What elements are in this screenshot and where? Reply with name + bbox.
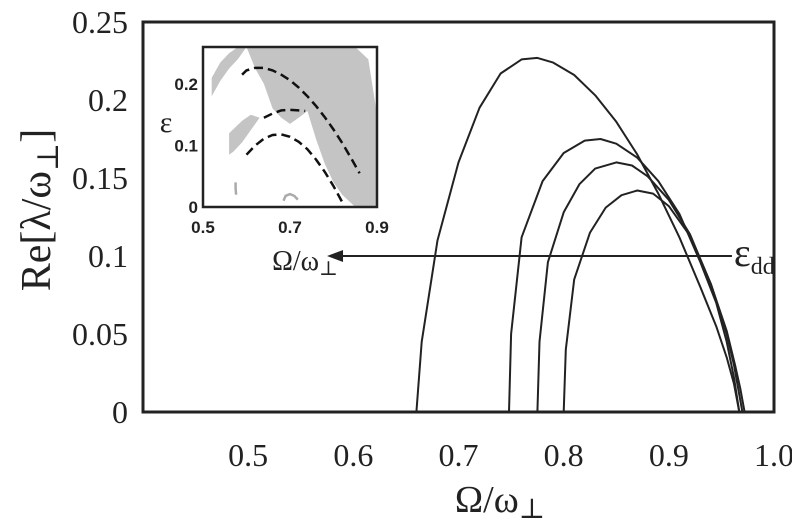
- inset-boundaries: [234, 66, 361, 203]
- inset-y-tick-label: 0: [189, 198, 198, 217]
- inset-region-3: [229, 114, 260, 155]
- inset-y-axis-label: ε: [160, 106, 173, 139]
- main-x-ticks: 0.5 0.6 0.7 0.8 0.9 1.0: [228, 437, 792, 473]
- x-tick-label: 0.9: [649, 437, 689, 473]
- main-annotation: εdd: [327, 230, 775, 280]
- inset-x-tick-label: 0.9: [365, 218, 389, 237]
- inset-light-curve-1: [234, 182, 238, 195]
- inset-dashed-boundary-2: [245, 133, 344, 203]
- y-tick-label: 0.1: [88, 238, 128, 274]
- x-tick-label: 0.7: [439, 437, 479, 473]
- inset-y-tick-label: 0.2: [174, 75, 198, 94]
- main-y-axis-label: Re[λ/ω⊥]: [14, 129, 65, 292]
- y-tick-label: 0.05: [72, 316, 128, 352]
- main-y-ticks: 0 0.05 0.1 0.15 0.2 0.25: [72, 4, 128, 430]
- inset-y-tick-label: 0.1: [174, 136, 198, 155]
- inset-x-ticks: 0.5 0.7 0.9: [191, 218, 389, 237]
- main-series-group: [415, 56, 746, 413]
- annotation-symbol: ε: [734, 230, 751, 275]
- series-line-2: [508, 138, 741, 413]
- inset-x-axis-label: Ω/ω⊥: [272, 246, 338, 280]
- x-tick-label: 0.6: [333, 437, 373, 473]
- main-plot-frame: [141, 20, 776, 414]
- inset-region-2: [211, 47, 247, 97]
- inset-regions: [211, 47, 377, 207]
- inset-region-1: [246, 47, 377, 207]
- annotation-subscript: dd: [751, 254, 775, 280]
- series-line-4: [562, 189, 746, 413]
- inset-x-tick-label: 0.7: [278, 218, 302, 237]
- inset-light-curve-2: [282, 192, 299, 202]
- y-tick-label: 0: [112, 394, 128, 430]
- y-tick-label: 0.15: [72, 160, 128, 196]
- annotation-arrowhead: [327, 250, 344, 262]
- x-tick-label: 0.8: [544, 437, 584, 473]
- inset-dashed-boundary-3: [263, 108, 306, 119]
- main-plot: 0.5 0.6 0.7 0.8 0.9 1.0 0 0.05 0.1 0.15 0.2 0.25 Ω…: [14, 4, 792, 525]
- inset-x-tick-label: 0.5: [191, 218, 215, 237]
- inset-frame: [201, 45, 379, 209]
- x-tick-label: 1.0: [754, 437, 792, 473]
- inset-y-ticks: 0 0.1 0.2: [174, 75, 198, 217]
- inset-dashed-boundary-1: [241, 66, 361, 174]
- main-x-axis-label: Ω/ω⊥: [455, 479, 545, 525]
- y-tick-label: 0.2: [88, 82, 128, 118]
- series-line-1: [415, 56, 741, 413]
- y-tick-label: 0.25: [72, 4, 128, 40]
- annotation-label: εdd: [734, 230, 775, 280]
- x-tick-label: 0.5: [228, 437, 268, 473]
- inset-plot: 0.5 0.7 0.9 0 0.1 0.2 Ω/ω⊥ ε: [160, 45, 389, 280]
